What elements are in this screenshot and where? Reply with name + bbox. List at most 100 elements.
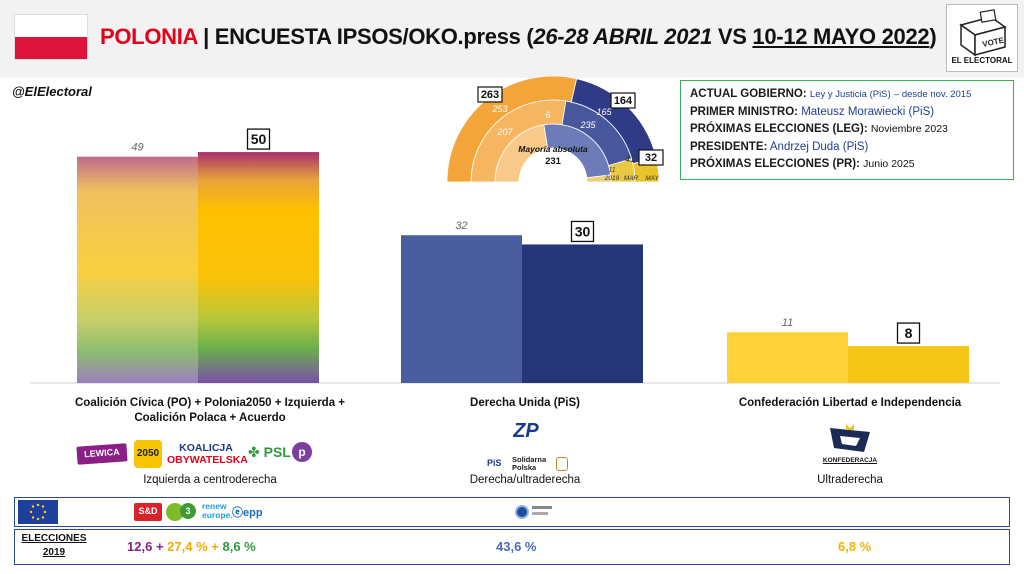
ecr-group-text-mark: [532, 512, 548, 515]
category-label-line: Coalición Polaca + Acuerdo: [134, 412, 286, 424]
bar-curr-0: [198, 152, 319, 383]
ideology-coalition: Izquierda a centroderecha: [143, 474, 277, 486]
renew-europe-logo: renew europe.: [202, 502, 233, 520]
info-leg-row: PRÓXIMAS ELECCIONES (LEG): Noviembre 202…: [690, 121, 1004, 139]
seat-label-opp-mar: 253: [491, 104, 507, 114]
ko-line-2: OBYWATELSKA: [167, 454, 248, 466]
result-lewica: 12,6: [127, 539, 153, 554]
twitter-handle: @ElElectoral: [12, 84, 92, 99]
category-label-line: Coalición Cívica (PO) + Polonia2050 + Iz…: [74, 397, 346, 409]
seat-label-opp-2019: 207: [496, 127, 513, 137]
solidarna-polska-logo: Solidarna Polska: [512, 456, 546, 472]
bar-prev-0: [77, 156, 198, 383]
data-label-prev-0: 49: [131, 142, 143, 154]
zjednoczona-prawica-logo: ZP: [513, 420, 539, 442]
info-gov-key: ACTUAL GOBIERNO:: [690, 88, 807, 100]
title-separator: |: [203, 24, 209, 49]
title-survey: ENCUESTA IPSOS/OKO.press: [214, 24, 521, 49]
info-pr-row: PRÓXIMAS ELECCIONES (PR): Junio 2025: [690, 156, 1004, 174]
ecr-group-text-mark: [532, 506, 552, 509]
title-date-prev: 26-28 ABRIL 2021: [533, 24, 713, 49]
left-group-icon: 3: [180, 503, 196, 519]
title-paren-open: (: [526, 24, 534, 49]
seat-label-pis-2019: 235: [579, 120, 596, 130]
result-psl: 8,6 %: [222, 539, 256, 554]
konfederacja-ship-icon: [830, 424, 870, 452]
info-gov-since: – desde nov. 2015: [893, 89, 972, 100]
data-label-box-0: [246, 128, 271, 150]
polska-2050-logo: 2050: [134, 440, 162, 468]
seat-label-pis-may-box: [610, 92, 636, 109]
sp-line-1: Solidarna: [512, 455, 547, 464]
info-pr-val: Junio 2025: [863, 158, 915, 170]
title-country: POLONIA: [100, 24, 198, 49]
info-leg-key: PRÓXIMAS ELECCIONES (LEG):: [690, 123, 868, 135]
data-label-curr-1: 30: [575, 223, 591, 239]
ecr-group-icon: [515, 505, 529, 519]
poland-flag-icon: [14, 14, 88, 60]
seat-ring-label-mar: MAR: [624, 175, 639, 182]
title-vs: VS: [717, 24, 747, 49]
seat-label-pis-mar: 165: [596, 107, 612, 117]
seat-label-konf-2019: 11: [608, 167, 615, 174]
elections-2019-row: [14, 529, 1010, 565]
result-ko: 27,4 %: [167, 539, 208, 554]
porozumienie-crest-icon: [556, 457, 568, 471]
logo-caption: EL ELECTORAL: [951, 56, 1013, 65]
info-pm-val: Mateusz Morawiecki (PiS): [801, 105, 935, 118]
s-and-d-logo: S&D: [134, 503, 162, 521]
info-gov-row: ACTUAL GOBIERNO: Ley y Justicia (PiS) – …: [690, 86, 1004, 104]
seat-label-pis-small: 6: [545, 110, 550, 120]
bar-curr-1: [522, 244, 643, 383]
seat-label-konf-may-box: [638, 149, 664, 166]
category-label-coalition: Coalición Cívica (PO) + Polonia2050 + Iz…: [60, 396, 360, 426]
result-konfederacja-2019: 6,8 %: [838, 539, 872, 554]
eu-groups-row: [14, 497, 1010, 527]
category-label-konfederacja: Confederación Libertad e Independencia: [738, 397, 962, 409]
bar-prev-2: [727, 332, 848, 383]
sp-line-2: Polska: [512, 463, 537, 472]
seat-label-pis-may: 164: [614, 95, 633, 107]
data-label-box-1: [570, 220, 595, 243]
data-label-prev-2: 11: [782, 317, 793, 329]
government-info-box: ACTUAL GOBIERNO: Ley y Justicia (PiS) – …: [680, 80, 1014, 180]
seat-ring-label-2019: 2019: [604, 175, 620, 182]
result-plus: +: [155, 539, 164, 554]
koalicja-obywatelska-logo: KOALICJA OBYWATELSKA: [167, 442, 248, 466]
info-pres-val: Andrzej Duda (PiS): [769, 140, 869, 153]
ideology-konfederacja: Ultraderecha: [817, 474, 883, 486]
porozumienie-logo-icon: p: [292, 442, 312, 462]
ko-line-1: KOALICJA: [179, 442, 233, 454]
title-paren-close: ): [929, 24, 937, 49]
data-label-curr-0: 50: [251, 131, 267, 147]
title-date-curr: 10-12 MAYO 2022: [752, 24, 930, 49]
ideology-pis: Derecha/ultraderecha: [469, 474, 581, 486]
elections-label-line-2: 2019: [42, 547, 66, 558]
page-title: POLONIA | ENCUESTA IPSOS/OKO.press (26-2…: [100, 24, 937, 50]
category-label-pis: Derecha Unida (PiS): [470, 397, 580, 409]
seat-majority-title: Mayoría absoluta: [518, 144, 588, 154]
lewica-logo: LEWICA: [76, 443, 128, 465]
pis-logo: PiS: [487, 458, 502, 468]
bar-curr-2: [848, 346, 969, 383]
elections-2019-label: ELECCIONES 2019: [18, 532, 90, 560]
data-label-curr-2: 8: [905, 325, 913, 341]
greens-efa-sunflower-icon: [166, 503, 184, 521]
konfederacja-logo-text: KONFEDERACJA: [822, 457, 878, 464]
eu-flag-icon: [18, 500, 58, 524]
seat-label-konf-mar: 41: [625, 154, 635, 164]
info-leg-val: Noviembre 2023: [870, 123, 948, 135]
bar-prev-1: [401, 235, 522, 383]
result-plus: +: [211, 539, 219, 554]
seat-label-konf-may: 32: [645, 152, 657, 164]
info-pres-row: PRESIDENTE: Andrzej Duda (PiS): [690, 139, 1004, 157]
info-gov-val: Ley y Justicia (PiS): [809, 89, 891, 100]
renew-line-2: europe.: [202, 510, 233, 520]
data-label-box-2: [896, 322, 921, 344]
psl-logo: ✤ PSL: [248, 444, 291, 460]
elections-label-line-1: ELECCIONES: [21, 533, 87, 544]
seat-label-opp-may-box: [477, 86, 503, 103]
renew-line-1: renew: [202, 501, 227, 511]
data-label-prev-1: 32: [455, 220, 467, 232]
psl-text: PSL: [263, 444, 291, 460]
